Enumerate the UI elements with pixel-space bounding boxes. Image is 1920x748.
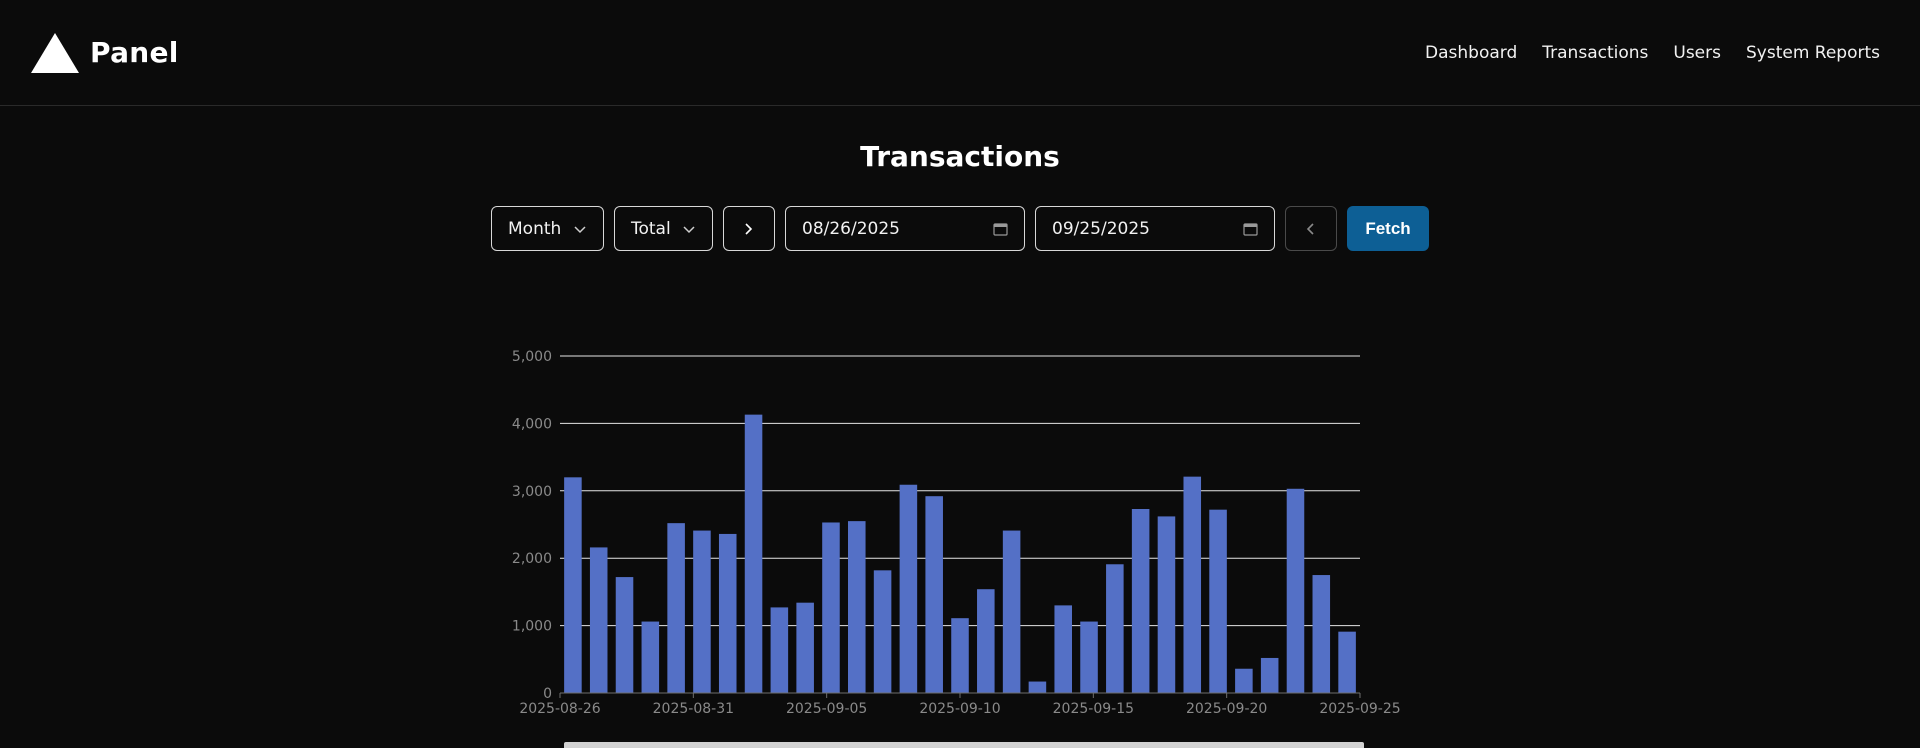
y-tick-label: 4,000 — [512, 416, 552, 432]
end-date-input[interactable]: 09/25/2025 — [1035, 206, 1275, 251]
calendar-icon[interactable] — [993, 222, 1008, 236]
chart-bar[interactable] — [977, 589, 995, 693]
chart-bar[interactable] — [1157, 516, 1176, 693]
x-tick-label: 2025-08-31 — [653, 701, 734, 717]
start-date-value: 08/26/2025 — [802, 218, 900, 239]
chevron-down-icon — [573, 224, 587, 234]
chevron-down-icon — [682, 224, 696, 234]
x-tick-label: 2025-09-25 — [1319, 701, 1400, 717]
x-tick-label: 2025-09-20 — [1186, 701, 1267, 717]
x-tick-label: 2025-09-10 — [919, 701, 1000, 717]
nav-link-users[interactable]: Users — [1673, 42, 1721, 63]
chart-bar[interactable] — [1131, 508, 1150, 693]
chart-bar[interactable] — [1312, 575, 1331, 693]
chart-bar[interactable] — [589, 547, 608, 693]
chart-bar[interactable] — [951, 618, 969, 693]
period-select[interactable]: Month — [491, 206, 604, 251]
metric-select[interactable]: Total — [614, 206, 713, 251]
chart-bar[interactable] — [873, 570, 892, 693]
chevron-right-icon — [745, 222, 753, 235]
start-date-input[interactable]: 08/26/2025 — [785, 206, 1025, 251]
chart-zoom-slider[interactable] — [564, 742, 1364, 748]
chart-bar[interactable] — [1106, 564, 1124, 693]
metric-select-value: Total — [631, 218, 671, 239]
chart-bar[interactable] — [1209, 509, 1227, 693]
period-select-value: Month — [508, 218, 562, 239]
end-date-value: 09/25/2025 — [1052, 218, 1150, 239]
x-tick-label: 2025-09-05 — [786, 701, 867, 717]
chart-bar[interactable] — [1028, 681, 1047, 693]
calendar-icon[interactable] — [1243, 222, 1258, 236]
chart-bar[interactable] — [615, 577, 634, 693]
y-tick-label: 5,000 — [512, 349, 552, 365]
filter-controls: Month Total 08/26/2025 09/25/2025 Fetch — [0, 206, 1920, 251]
chart-bar[interactable] — [1080, 621, 1098, 693]
chart-bar[interactable] — [848, 521, 866, 693]
chart-bar[interactable] — [1235, 668, 1253, 693]
fetch-button[interactable]: Fetch — [1347, 206, 1429, 251]
chart-bar[interactable] — [770, 607, 789, 693]
nav-link-system-reports[interactable]: System Reports — [1745, 42, 1880, 63]
next-period-button[interactable] — [723, 206, 775, 251]
previous-period-button[interactable] — [1285, 206, 1337, 251]
chevron-left-icon — [1306, 222, 1314, 235]
x-tick-label: 2025-09-15 — [1053, 701, 1134, 717]
y-tick-label: 1,000 — [512, 619, 552, 635]
chart-bar[interactable] — [718, 533, 737, 693]
chart-bar[interactable] — [899, 484, 918, 693]
triangle-logo-icon — [31, 32, 79, 73]
nav-link-transactions[interactable]: Transactions — [1542, 42, 1649, 63]
nav-links: Dashboard Transactions Users System Repo… — [1425, 43, 1880, 63]
chart-bar[interactable] — [693, 530, 711, 693]
chart-bar[interactable] — [744, 414, 763, 693]
y-tick-label: 0 — [543, 686, 552, 702]
chart-bar[interactable] — [641, 621, 660, 693]
navbar: Panel Dashboard Transactions Users Syste… — [0, 0, 1920, 106]
chart-bar[interactable] — [1183, 476, 1202, 693]
brand-name: Panel — [90, 36, 179, 69]
chart-bar[interactable] — [1260, 657, 1279, 693]
chart-bar[interactable] — [667, 523, 685, 693]
nav-link-dashboard[interactable]: Dashboard — [1425, 42, 1518, 63]
chart-bar[interactable] — [564, 477, 582, 693]
y-tick-label: 2,000 — [512, 551, 552, 567]
chart-bar[interactable] — [1338, 631, 1356, 693]
brand[interactable]: Panel — [30, 31, 179, 75]
page-title: Transactions — [860, 140, 1060, 173]
chart-bar[interactable] — [1054, 605, 1072, 693]
chart-bar[interactable] — [1002, 530, 1021, 693]
chart-bar[interactable] — [925, 496, 943, 693]
chart-bar[interactable] — [796, 602, 814, 693]
chart-bar[interactable] — [1286, 488, 1305, 693]
chart-bar[interactable] — [822, 522, 840, 693]
y-tick-label: 3,000 — [512, 484, 552, 500]
x-tick-label: 2025-08-26 — [519, 701, 600, 717]
